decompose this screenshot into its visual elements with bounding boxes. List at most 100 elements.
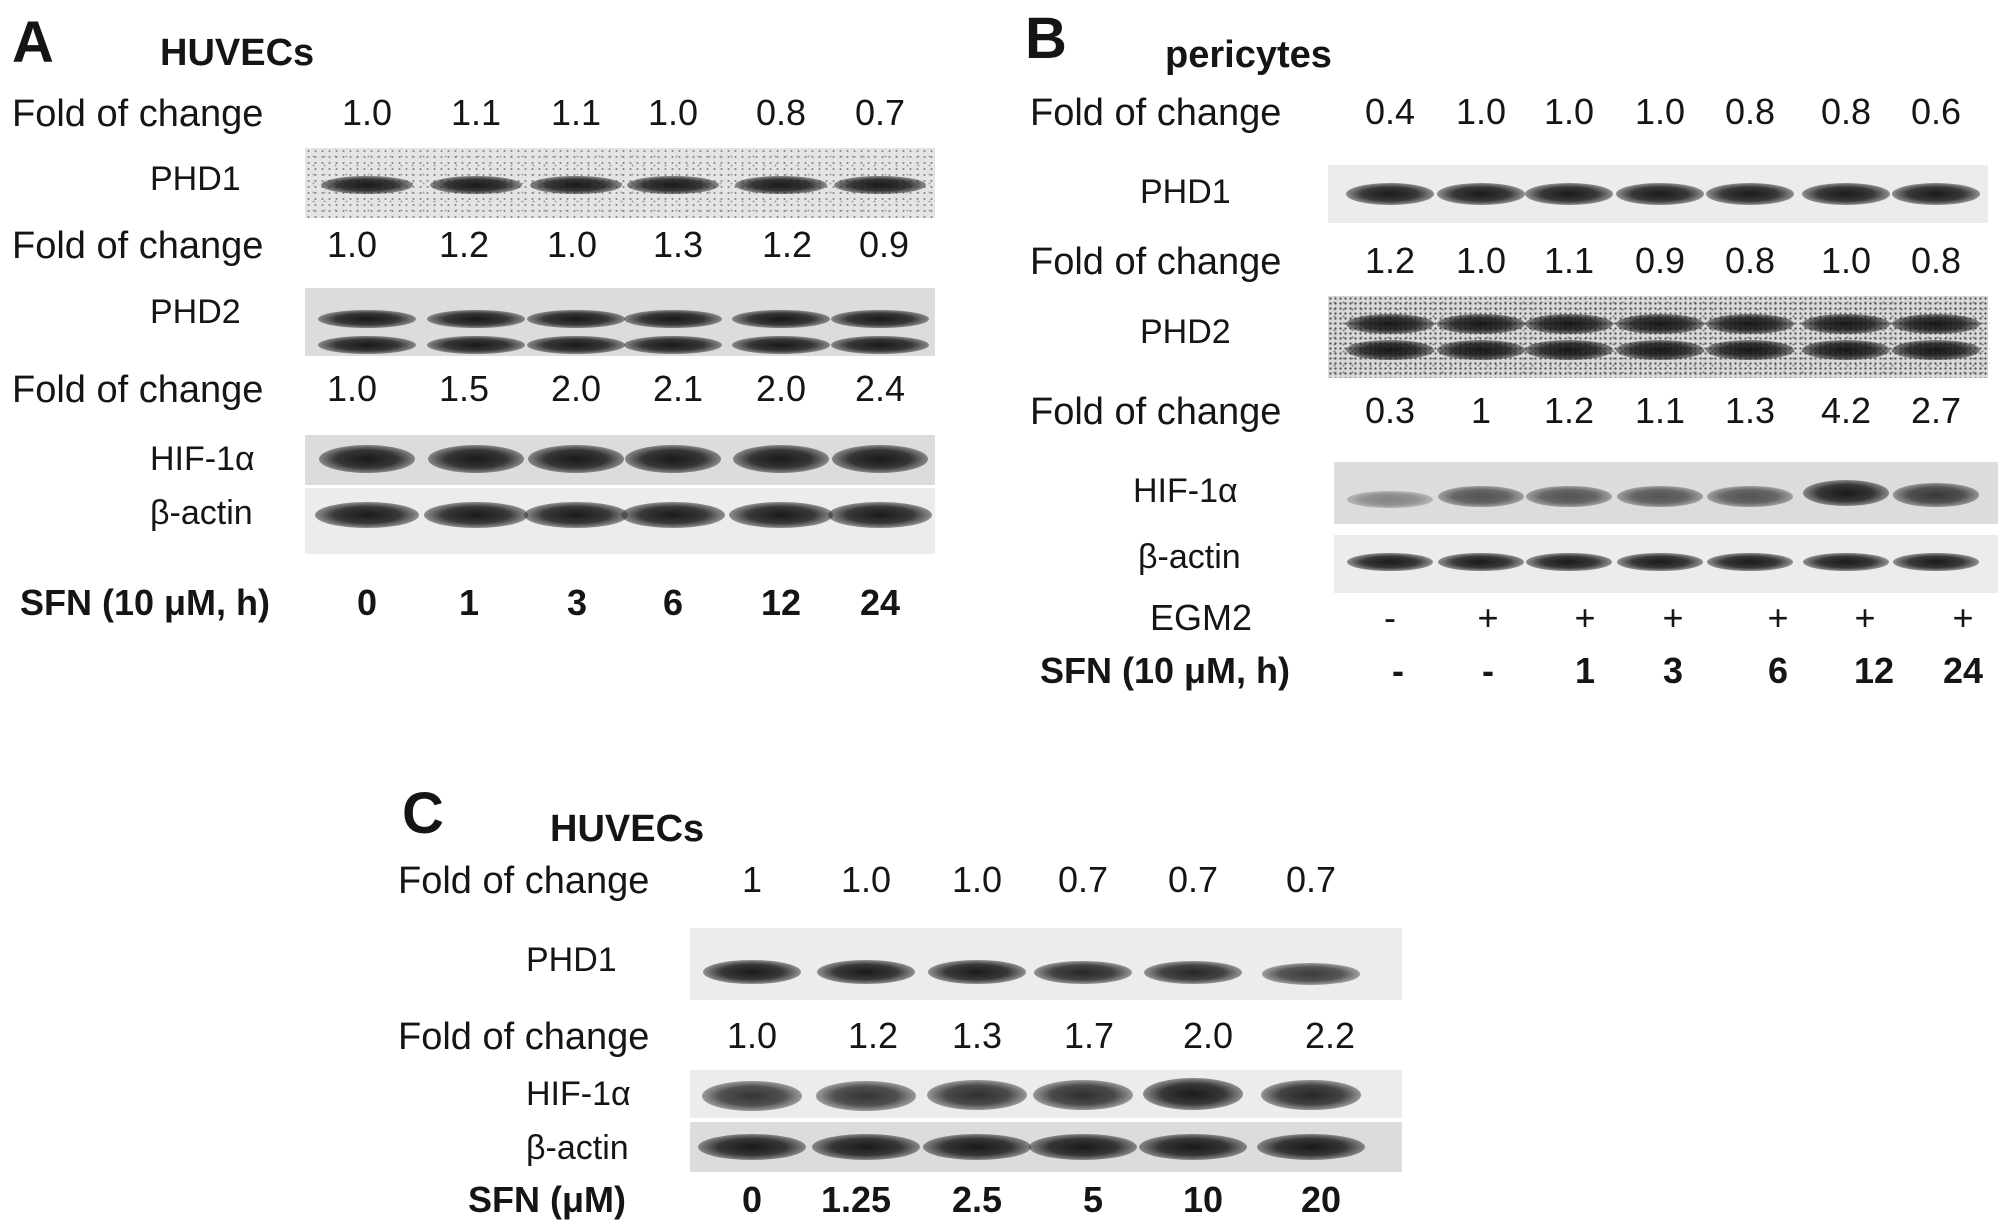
blot-band bbox=[1437, 183, 1525, 205]
value-cell: 0.8 bbox=[1910, 240, 1962, 281]
blot-band bbox=[315, 502, 419, 528]
value-cell: 2.7 bbox=[1910, 390, 1962, 431]
blot-band bbox=[430, 176, 522, 194]
fold-label-phd2: Fold of change bbox=[12, 225, 264, 267]
value-cell: 12 bbox=[760, 582, 802, 623]
blot-band bbox=[1706, 183, 1794, 205]
blot-band bbox=[1347, 491, 1433, 509]
value-cell: 0.9 bbox=[1634, 240, 1686, 281]
blot-band bbox=[1803, 553, 1889, 571]
value-cell: 1.0 bbox=[341, 92, 393, 133]
value-cell: 0 bbox=[356, 582, 378, 623]
blot-band bbox=[927, 1080, 1027, 1111]
blot-band bbox=[319, 445, 415, 473]
blot-band bbox=[1437, 314, 1525, 334]
blot-band bbox=[1347, 553, 1433, 571]
blot-band bbox=[1706, 340, 1794, 360]
blot-band bbox=[702, 1081, 802, 1111]
blot-band bbox=[1706, 314, 1794, 334]
phd2-label: PHD2 bbox=[150, 293, 241, 331]
value-cell: 1.0 bbox=[1455, 240, 1507, 281]
value-cell: 3 bbox=[1662, 650, 1684, 691]
value-cell: 0.7 bbox=[854, 92, 906, 133]
blot-band bbox=[1802, 340, 1890, 360]
blot-band bbox=[624, 310, 722, 328]
sfn-condition-label: SFN (μM) bbox=[468, 1179, 626, 1220]
blot-band bbox=[1707, 485, 1793, 508]
blot-band bbox=[1139, 1134, 1247, 1160]
value-cell: - bbox=[1392, 650, 1404, 691]
phd1-label: PHD1 bbox=[526, 941, 617, 979]
hif-1a-blot bbox=[1334, 462, 1998, 524]
value-cell: 0.3 bbox=[1364, 390, 1416, 431]
value-cell: 0.8 bbox=[1820, 91, 1872, 132]
blot-band bbox=[1707, 553, 1793, 571]
blot-band bbox=[427, 336, 525, 354]
value-cell: 1.1 bbox=[1543, 240, 1595, 281]
value-cell: 1 bbox=[458, 582, 480, 623]
blot-band bbox=[1033, 1080, 1133, 1111]
beta-actin-label: β-actin bbox=[526, 1129, 629, 1167]
value-cell: 1.3 bbox=[951, 1015, 1003, 1056]
value-cell: 0.4 bbox=[1364, 91, 1416, 132]
egm2-label: EGM2 bbox=[1150, 597, 1253, 638]
value-cell: - bbox=[1384, 597, 1396, 638]
value-cell: 2.4 bbox=[854, 368, 906, 409]
value-cell: 1.1 bbox=[1634, 390, 1686, 431]
value-cell: 1 bbox=[1574, 650, 1596, 691]
fold-label-phd1: Fold of change bbox=[1030, 92, 1282, 134]
beta-actin-blot bbox=[305, 488, 935, 554]
value-cell: 1.0 bbox=[1820, 240, 1872, 281]
blot-band bbox=[621, 502, 725, 528]
value-cell: 3 bbox=[566, 582, 588, 623]
blot-band bbox=[321, 176, 413, 194]
value-cell: 5 bbox=[1082, 1179, 1104, 1220]
value-cell: + bbox=[1574, 597, 1596, 638]
value-cell: 6 bbox=[662, 582, 684, 623]
blot-band bbox=[732, 310, 830, 328]
fold-label-hif: Fold of change bbox=[1030, 391, 1282, 433]
sfn-condition-label: SFN (10 μM, h) bbox=[1040, 650, 1291, 691]
blot-band bbox=[1262, 963, 1360, 985]
phd1-blot bbox=[690, 928, 1402, 1000]
blot-band bbox=[1261, 1079, 1361, 1111]
blot-band bbox=[1346, 314, 1434, 334]
value-cell: 1.0 bbox=[1543, 91, 1595, 132]
blot-band bbox=[1144, 961, 1242, 985]
value-cell: 1.3 bbox=[1724, 390, 1776, 431]
value-cell: + bbox=[1767, 597, 1789, 638]
blot-band bbox=[1257, 1134, 1365, 1160]
panel-label: B bbox=[1025, 6, 1067, 71]
blot-band bbox=[1525, 340, 1613, 360]
value-cell: 1.0 bbox=[326, 368, 378, 409]
blot-band bbox=[928, 960, 1026, 984]
value-cell: 6 bbox=[1767, 650, 1789, 691]
blot-band bbox=[428, 445, 524, 473]
blot-band bbox=[1617, 485, 1703, 508]
fold-label-phd1: Fold of change bbox=[12, 93, 264, 135]
blot-band bbox=[698, 1134, 806, 1160]
value-cell: 1.0 bbox=[647, 92, 699, 133]
blot-band bbox=[831, 310, 929, 328]
value-cell: 20 bbox=[1300, 1179, 1342, 1220]
blot-band bbox=[733, 445, 829, 473]
blot-band bbox=[1893, 483, 1979, 507]
value-cell: 1.2 bbox=[761, 224, 813, 265]
value-cell: 2.0 bbox=[550, 368, 602, 409]
value-cell: + bbox=[1854, 597, 1876, 638]
blot-band bbox=[834, 176, 926, 194]
value-cell: 1.1 bbox=[450, 92, 502, 133]
panel-b: B pericytes Fold of change PHD1 Fold of … bbox=[1025, 6, 1998, 691]
hif-1a-blot bbox=[690, 1070, 1402, 1118]
value-cell: 0 bbox=[741, 1179, 763, 1220]
phd1-blot bbox=[305, 148, 935, 218]
value-cell: 1.2 bbox=[1543, 390, 1595, 431]
blot-band bbox=[812, 1134, 920, 1160]
hif-1a-label: HIF-1α bbox=[1133, 472, 1238, 510]
beta-actin-label: β-actin bbox=[1138, 538, 1241, 576]
blot-band bbox=[528, 445, 624, 473]
phd2-label: PHD2 bbox=[1140, 313, 1231, 351]
blot-band bbox=[1438, 553, 1524, 571]
sfn-condition-label: SFN (10 μM, h) bbox=[20, 582, 271, 623]
